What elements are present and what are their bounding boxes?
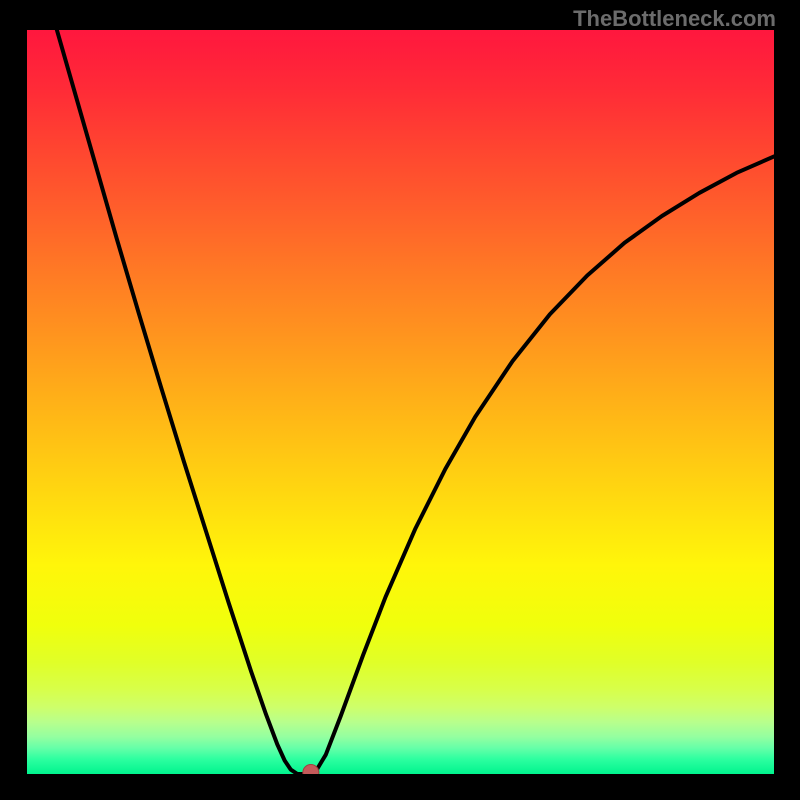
chart-svg [27, 30, 774, 774]
gradient-background [27, 30, 774, 774]
plot-area [27, 30, 774, 774]
watermark: TheBottleneck.com [573, 6, 776, 32]
chart-container: TheBottleneck.com [0, 0, 800, 800]
